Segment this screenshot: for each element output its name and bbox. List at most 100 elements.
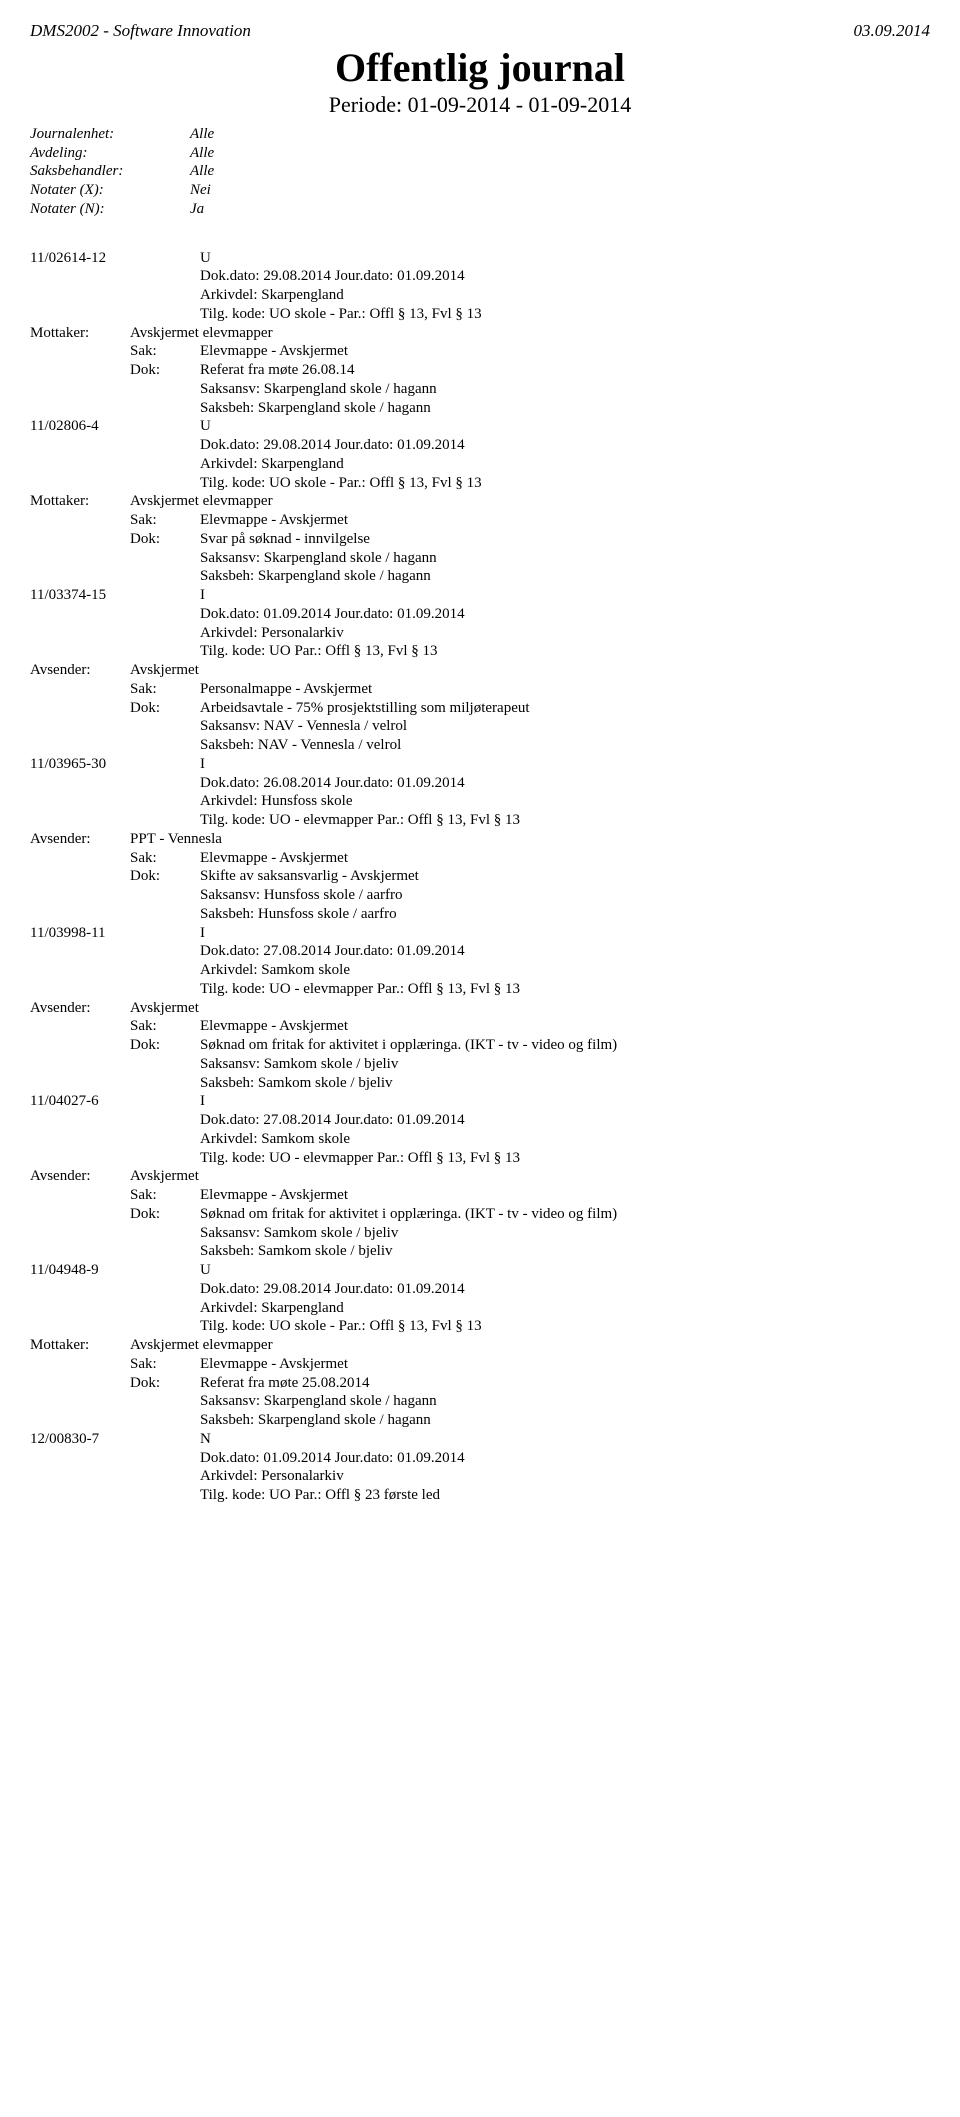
entry-arkivdel: Arkivdel: Skarpengland bbox=[30, 455, 930, 474]
entry-ref-number: 11/02806-4 bbox=[30, 417, 200, 436]
journal-meta: Journalenhet:AlleAvdeling:AlleSaksbehand… bbox=[30, 125, 930, 219]
sak-value: Personalmappe - Avskjermet bbox=[200, 680, 372, 699]
dok-value: Referat fra møte 26.08.14 bbox=[200, 361, 355, 380]
saksbeh: Saksbeh: Samkom skole / bjeliv bbox=[200, 1074, 930, 1093]
sak-label: Sak: bbox=[130, 1017, 200, 1036]
party-label: Mottaker: bbox=[30, 1336, 130, 1355]
meta-value: Alle bbox=[190, 144, 214, 163]
period-subtitle: Periode: 01-09-2014 - 01-09-2014 bbox=[30, 91, 930, 119]
meta-label: Avdeling: bbox=[30, 144, 190, 163]
sak-label: Sak: bbox=[130, 511, 200, 530]
sak-label: Sak: bbox=[130, 1186, 200, 1205]
meta-label: Saksbehandler: bbox=[30, 162, 190, 181]
party-label: Avsender: bbox=[30, 661, 130, 680]
entry-party: Mottaker:Avskjermet elevmapper bbox=[30, 324, 930, 343]
entry-arkivdel: Arkivdel: Skarpengland bbox=[30, 1299, 930, 1318]
journal-entry: 11/04948-9UDok.dato: 29.08.2014 Jour.dat… bbox=[30, 1261, 930, 1430]
sak-label: Sak: bbox=[130, 342, 200, 361]
party-label: Avsender: bbox=[30, 1167, 130, 1186]
entry-party: Mottaker:Avskjermet elevmapper bbox=[30, 1336, 930, 1355]
journal-entry: 12/00830-7NDok.dato: 01.09.2014 Jour.dat… bbox=[30, 1430, 930, 1505]
sak-value: Elevmappe - Avskjermet bbox=[200, 849, 348, 868]
sak-value: Elevmappe - Avskjermet bbox=[200, 1186, 348, 1205]
sak-label: Sak: bbox=[130, 1355, 200, 1374]
entry-arkivdel: Arkivdel: Samkom skole bbox=[30, 1130, 930, 1149]
entry-type: U bbox=[200, 1261, 211, 1280]
header-left: DMS2002 - Software Innovation bbox=[30, 20, 251, 41]
entry-type: I bbox=[200, 1092, 205, 1111]
entry-ref-number: 11/04948-9 bbox=[30, 1261, 200, 1280]
sak-value: Elevmappe - Avskjermet bbox=[200, 511, 348, 530]
entry-dokdato: Dok.dato: 29.08.2014 Jour.dato: 01.09.20… bbox=[30, 267, 930, 286]
entry-dokdato: Dok.dato: 29.08.2014 Jour.dato: 01.09.20… bbox=[30, 436, 930, 455]
meta-value: Alle bbox=[190, 162, 214, 181]
dok-value: Arbeidsavtale - 75% prosjektstilling som… bbox=[200, 699, 530, 718]
header-right: 03.09.2014 bbox=[854, 20, 931, 41]
meta-label: Notater (X): bbox=[30, 181, 190, 200]
entry-arkivdel: Arkivdel: Skarpengland bbox=[30, 286, 930, 305]
meta-value: Ja bbox=[190, 200, 204, 219]
saksansv: Saksansv: Samkom skole / bjeliv bbox=[200, 1055, 930, 1074]
entry-type: U bbox=[200, 417, 211, 436]
party-label: Avsender: bbox=[30, 830, 130, 849]
entry-party: Avsender:Avskjermet bbox=[30, 1167, 930, 1186]
entry-ref-number: 11/03998-11 bbox=[30, 924, 200, 943]
party-value: Avskjermet bbox=[130, 661, 199, 680]
saksbeh: Saksbeh: Skarpengland skole / hagann bbox=[200, 399, 930, 418]
entry-type: I bbox=[200, 755, 205, 774]
entry-tilgkode: Tilg. kode: UO skole - Par.: Offl § 13, … bbox=[30, 1317, 930, 1336]
dok-value: Søknad om fritak for aktivitet i opplæri… bbox=[200, 1205, 617, 1224]
entry-dokdato: Dok.dato: 01.09.2014 Jour.dato: 01.09.20… bbox=[30, 605, 930, 624]
dok-label: Dok: bbox=[130, 361, 200, 380]
sak-value: Elevmappe - Avskjermet bbox=[200, 342, 348, 361]
meta-row: Saksbehandler:Alle bbox=[30, 162, 930, 181]
entry-ref-number: 11/04027-6 bbox=[30, 1092, 200, 1111]
saksbeh: Saksbeh: Samkom skole / bjeliv bbox=[200, 1242, 930, 1261]
meta-value: Nei bbox=[190, 181, 211, 200]
entry-arkivdel: Arkivdel: Samkom skole bbox=[30, 961, 930, 980]
entry-ref-number: 11/03374-15 bbox=[30, 586, 200, 605]
entry-arkivdel: Arkivdel: Personalarkiv bbox=[30, 1467, 930, 1486]
entry-tilgkode: Tilg. kode: UO - elevmapper Par.: Offl §… bbox=[30, 1149, 930, 1168]
journal-entry: 11/02614-12UDok.dato: 29.08.2014 Jour.da… bbox=[30, 249, 930, 418]
dok-label: Dok: bbox=[130, 530, 200, 549]
dok-label: Dok: bbox=[130, 1036, 200, 1055]
entry-tilgkode: Tilg. kode: UO skole - Par.: Offl § 13, … bbox=[30, 305, 930, 324]
party-label: Avsender: bbox=[30, 999, 130, 1018]
entry-dokdato: Dok.dato: 29.08.2014 Jour.dato: 01.09.20… bbox=[30, 1280, 930, 1299]
saksbeh: Saksbeh: Hunsfoss skole / aarfro bbox=[200, 905, 930, 924]
dok-value: Svar på søknad - innvilgelse bbox=[200, 530, 370, 549]
party-label: Mottaker: bbox=[30, 492, 130, 511]
dok-value: Referat fra møte 25.08.2014 bbox=[200, 1374, 370, 1393]
party-value: Avskjermet elevmapper bbox=[130, 324, 273, 343]
entry-ref-number: 11/02614-12 bbox=[30, 249, 200, 268]
sak-value: Elevmappe - Avskjermet bbox=[200, 1017, 348, 1036]
journal-entry: 11/03374-15IDok.dato: 01.09.2014 Jour.da… bbox=[30, 586, 930, 755]
dok-label: Dok: bbox=[130, 1374, 200, 1393]
meta-row: Journalenhet:Alle bbox=[30, 125, 930, 144]
meta-label: Notater (N): bbox=[30, 200, 190, 219]
saksbeh: Saksbeh: Skarpengland skole / hagann bbox=[200, 1411, 930, 1430]
entry-tilgkode: Tilg. kode: UO skole - Par.: Offl § 13, … bbox=[30, 474, 930, 493]
main-title: Offentlig journal bbox=[30, 43, 930, 93]
dok-label: Dok: bbox=[130, 867, 200, 886]
entry-tilgkode: Tilg. kode: UO Par.: Offl § 13, Fvl § 13 bbox=[30, 642, 930, 661]
dok-value: Søknad om fritak for aktivitet i opplæri… bbox=[200, 1036, 617, 1055]
entry-tilgkode: Tilg. kode: UO - elevmapper Par.: Offl §… bbox=[30, 980, 930, 999]
saksansv: Saksansv: NAV - Vennesla / velrol bbox=[200, 717, 930, 736]
journal-entry: 11/03998-11IDok.dato: 27.08.2014 Jour.da… bbox=[30, 924, 930, 1093]
entry-party: Avsender:Avskjermet bbox=[30, 661, 930, 680]
party-value: Avskjermet elevmapper bbox=[130, 1336, 273, 1355]
dok-label: Dok: bbox=[130, 1205, 200, 1224]
sak-label: Sak: bbox=[130, 849, 200, 868]
entry-type: N bbox=[200, 1430, 211, 1449]
saksbeh: Saksbeh: Skarpengland skole / hagann bbox=[200, 567, 930, 586]
journal-entry: 11/03965-30IDok.dato: 26.08.2014 Jour.da… bbox=[30, 755, 930, 924]
page-header: DMS2002 - Software Innovation 03.09.2014 bbox=[30, 20, 930, 41]
entry-type: U bbox=[200, 249, 211, 268]
entry-dokdato: Dok.dato: 27.08.2014 Jour.dato: 01.09.20… bbox=[30, 1111, 930, 1130]
entry-arkivdel: Arkivdel: Personalarkiv bbox=[30, 624, 930, 643]
entry-type: I bbox=[200, 924, 205, 943]
meta-row: Avdeling:Alle bbox=[30, 144, 930, 163]
meta-value: Alle bbox=[190, 125, 214, 144]
